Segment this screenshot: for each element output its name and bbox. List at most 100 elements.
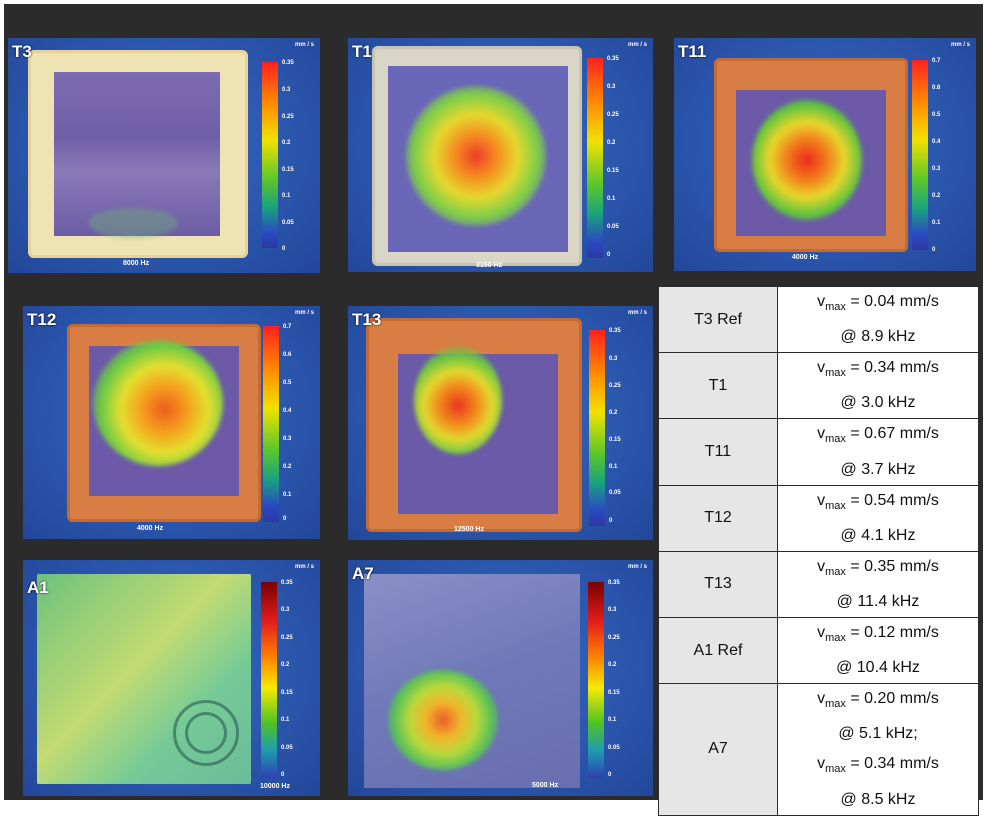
tick-label: 0.05: [608, 745, 620, 751]
ring-pattern: [185, 712, 227, 754]
tick-label: 0: [608, 772, 612, 778]
tick-label: 0.5: [283, 380, 292, 386]
tick-label: 0.4: [932, 139, 941, 145]
tick-label: 0.05: [282, 220, 294, 226]
sample-name: T12: [658, 484, 778, 552]
table-row: T13 vmax = 0.35 mm/s @ 11.4 kHz: [658, 550, 979, 618]
panel-T1: T1 3150 Hz mm / s 0.35 0.3 0.25 0.2 0.15…: [348, 38, 653, 272]
panel-A7: A7 5000 Hz mm / s 0.35 0.3 0.25 0.2 0.15…: [348, 560, 653, 796]
tick-label: 0.35: [282, 60, 294, 66]
tick-label: 0.25: [609, 383, 621, 389]
panel-title: T3: [12, 42, 32, 61]
v-symbol: v: [817, 623, 826, 641]
frequency-value: @ 11.4 kHz: [836, 592, 920, 610]
tick-label: 0.05: [609, 490, 621, 496]
v-subscript: max: [825, 301, 846, 314]
panel-title: T1: [352, 42, 372, 61]
panel-title: T12: [27, 310, 57, 329]
v-value: = 0.20 mm/s: [845, 690, 939, 708]
v-subscript: max: [825, 367, 846, 380]
tick-label: 0.15: [608, 690, 620, 696]
tick-label: 0.1: [282, 193, 291, 199]
colorbar: [912, 60, 928, 250]
frequency-label: 12500 Hz: [454, 526, 484, 533]
colorbar: [587, 58, 603, 258]
colorbar: [589, 330, 605, 526]
tick-label: 0.25: [608, 635, 620, 641]
tick-label: 0.25: [282, 114, 294, 120]
tick-label: 0.35: [608, 580, 620, 586]
tick-label: 0: [609, 518, 613, 524]
heat-spot: [414, 346, 502, 454]
tick-label: 0.3: [609, 356, 618, 362]
tick-label: 0.15: [609, 437, 621, 443]
tick-label: 0: [281, 772, 285, 778]
table-row: T1 vmax = 0.34 mm/s @ 3.0 kHz: [658, 352, 979, 420]
unit-label: mm / s: [294, 310, 314, 316]
frequency-value: @ 5.1 kHz;: [838, 725, 918, 743]
v-value: = 0.34 mm/s: [845, 755, 939, 773]
tick-label: 0.05: [607, 224, 619, 230]
v-subscript: max: [825, 433, 846, 446]
frequency-value: @ 4.1 kHz: [840, 526, 916, 544]
tick-label: 0.1: [608, 717, 617, 723]
v-subscript: max: [825, 698, 846, 711]
tick-label: 0.2: [932, 193, 941, 199]
colorbar: [263, 326, 279, 522]
v-value: = 0.54 mm/s: [845, 491, 939, 509]
tick-label: 0.1: [607, 196, 616, 202]
tick-label: 0.15: [607, 168, 619, 174]
velocity-cell: vmax = 0.20 mm/s @ 5.1 kHz; vmax = 0.34 …: [777, 683, 979, 816]
tick-label: 0.3: [283, 436, 292, 442]
panel-title: A1: [27, 578, 49, 597]
results-table: T3 Ref vmax = 0.04 mm/s @ 8.9 kHz T1 vma…: [658, 285, 979, 816]
tick-label: 0.2: [281, 662, 290, 668]
v-symbol: v: [817, 690, 826, 708]
v-symbol: v: [817, 293, 826, 310]
tick-label: 0.3: [607, 84, 616, 90]
tick-label: 0.35: [607, 56, 619, 62]
colorbar: [588, 582, 604, 778]
panel-A1: A1 10000 Hz mm / s 0.35 0.3 0.25 0.2 0.1…: [23, 560, 320, 796]
tick-label: 0.2: [608, 662, 617, 668]
tick-label: 0.7: [932, 58, 941, 64]
table-row: A7 vmax = 0.20 mm/s @ 5.1 kHz; vmax = 0.…: [658, 683, 979, 816]
colorbar: [261, 582, 277, 778]
v-subscript: max: [825, 565, 846, 578]
tick-label: 0.6: [283, 352, 292, 358]
tick-label: 0.1: [283, 492, 292, 498]
unit-label: mm / s: [294, 42, 314, 48]
v-symbol: v: [817, 755, 826, 773]
tick-label: 0.2: [282, 140, 291, 146]
unit-label: mm / s: [627, 310, 647, 316]
sample-name: T11: [658, 418, 778, 486]
tick-label: 0.2: [607, 140, 616, 146]
tick-label: 0.5: [932, 112, 941, 118]
tick-label: 0.35: [281, 580, 293, 586]
tick-label: 0.2: [609, 410, 618, 416]
v-value: = 0.12 mm/s: [845, 623, 939, 641]
sample-name: T1: [658, 352, 778, 420]
velocity-cell: vmax = 0.12 mm/s @ 10.4 kHz: [777, 616, 979, 685]
heat-spot: [752, 100, 862, 220]
tick-label: 0.1: [932, 220, 941, 226]
tick-label: 0.25: [281, 635, 293, 641]
frequency-label: 8000 Hz: [123, 260, 150, 267]
v-value: = 0.67 mm/s: [845, 425, 939, 443]
v-value: = 0.35 mm/s: [845, 557, 939, 575]
panel-title: A7: [352, 564, 374, 583]
v-subscript: max: [825, 632, 846, 645]
velocity-cell: vmax = 0.67 mm/s @ 3.7 kHz: [777, 418, 979, 486]
frequency-value: @ 10.4 kHz: [836, 659, 920, 677]
frequency-label: 5000 Hz: [532, 782, 559, 789]
frequency-label: 4000 Hz: [792, 254, 819, 261]
frequency-value: @ 8.5 kHz: [840, 790, 916, 808]
v-subscript: max: [825, 763, 846, 776]
tick-label: 0.6: [932, 85, 941, 91]
tick-label: 0.3: [608, 607, 617, 613]
tick-label: 0.3: [282, 87, 291, 93]
panel-T11: T11 4000 Hz mm / s 0.7 0.6 0.5 0.4 0.3 0…: [674, 38, 976, 271]
velocity-cell: vmax = 0.04 mm/s @ 8.9 kHz: [777, 285, 979, 354]
colorbar: [262, 62, 278, 248]
tick-label: 0.25: [607, 112, 619, 118]
